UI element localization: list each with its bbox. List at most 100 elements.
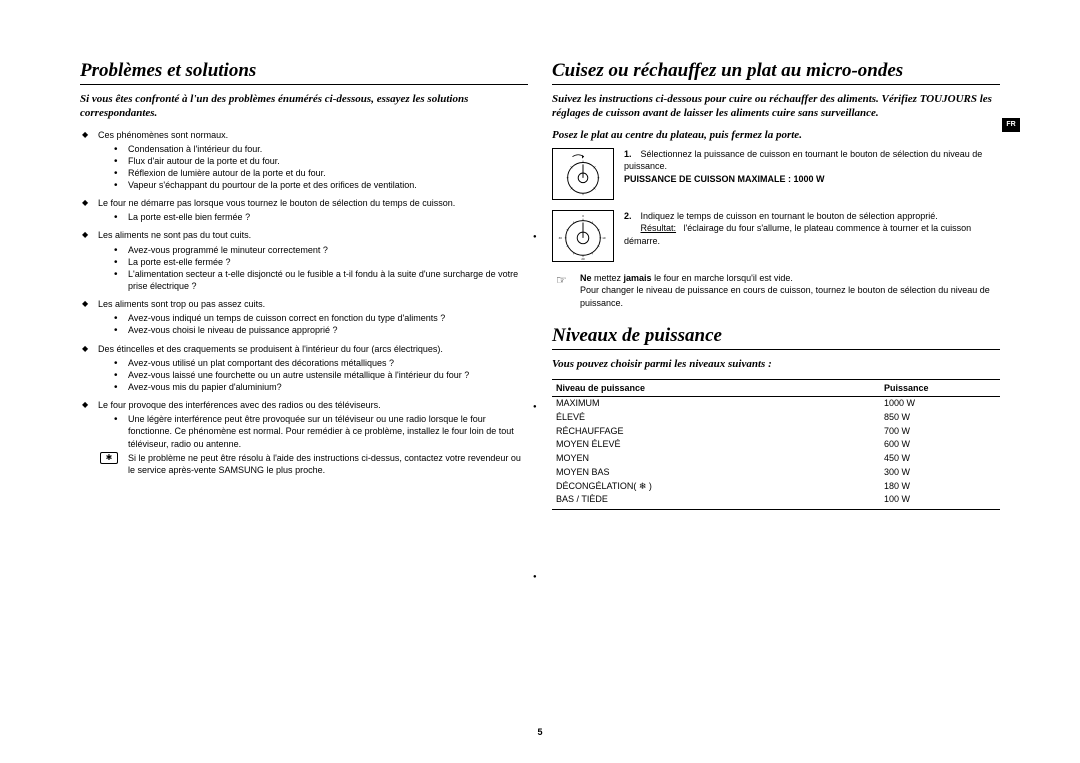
left-intro: Si vous êtes confronté à l'un des problè… — [80, 93, 528, 121]
power-col-2: Puissance — [880, 380, 1000, 397]
warning-text: Ne mettez jamais le four en marche lorsq… — [580, 272, 1000, 308]
power-level-wattage: 180 W — [880, 480, 1000, 494]
power-level-wattage: 100 W — [880, 493, 1000, 509]
problem-subitem: Avez-vous indiqué un temps de cuisson co… — [112, 312, 528, 324]
step-2: 0 10 20 30 2. Indiquez le temps de cuiss… — [552, 210, 1000, 262]
problem-title: Les aliments ne sont pas du tout cuits. — [98, 230, 251, 240]
problem-subitem: Avez-vous mis du papier d'aluminium? — [112, 381, 528, 393]
problem-subitem: La porte est-elle bien fermée ? — [112, 211, 528, 223]
power-level-wattage: 1000 W — [880, 397, 1000, 411]
right-heading-2: Niveaux de puissance — [552, 325, 1000, 350]
svg-text:0: 0 — [582, 214, 584, 218]
power-level-wattage: 850 W — [880, 411, 1000, 425]
power-level-name: BAS / TIÈDE — [552, 493, 880, 509]
language-tab: FR — [1002, 118, 1020, 132]
problem-note: ✱Si le problème ne peut être résolu à l'… — [98, 452, 528, 476]
problem-subitem: Avez-vous laissé une fourchette ou un au… — [112, 369, 528, 381]
problem-sublist: Avez-vous indiqué un temps de cuisson co… — [98, 312, 528, 336]
svg-text:10: 10 — [602, 236, 606, 240]
problem-title: Le four ne démarre pas lorsque vous tour… — [98, 198, 455, 208]
problem-subitem: Flux d'air autour de la porte et du four… — [112, 155, 528, 167]
problem-subitem: Vapeur s'échappant du pourtour de la por… — [112, 179, 528, 191]
table-row: BAS / TIÈDE100 W — [552, 493, 1000, 509]
power-col-1: Niveau de puissance — [552, 380, 880, 397]
power-level-name: MOYEN BAS — [552, 466, 880, 480]
step-2-num: 2. — [624, 210, 638, 222]
step-1-bold: PUISSANCE DE CUISSON MAXIMALE : 1000 W — [624, 174, 825, 184]
right-column: Cuisez ou réchauffez un plat au micro-on… — [552, 60, 1000, 510]
problem-subitem: Avez-vous programmé le minuteur correcte… — [112, 244, 528, 256]
problem-sublist: Une légère interférence peut être provoq… — [98, 413, 528, 449]
power-level-name: RÉCHAUFFAGE — [552, 425, 880, 439]
power-level-name: MOYEN ÉLEVÉ — [552, 438, 880, 452]
power-table: Niveau de puissance Puissance MAXIMUM100… — [552, 379, 1000, 510]
table-row: ÉLEVÉ850 W — [552, 411, 1000, 425]
problem-item: Des étincelles et des craquements se pro… — [80, 343, 528, 394]
warn-bold-1: Ne — [580, 273, 592, 283]
right-heading-1: Cuisez ou réchauffez un plat au micro-on… — [552, 60, 1000, 85]
problem-sublist: Avez-vous programmé le minuteur correcte… — [98, 244, 528, 293]
table-row: DÉCONGÉLATION( ❄ )180 W — [552, 480, 1000, 494]
problem-subitem: Une légère interférence peut être provoq… — [112, 413, 528, 449]
problem-sublist: Avez-vous utilisé un plat comportant des… — [98, 357, 528, 393]
problem-sublist: Condensation à l'intérieur du four.Flux … — [98, 143, 528, 192]
table-row: MOYEN ÉLEVÉ600 W — [552, 438, 1000, 452]
warn-line-2: Pour changer le niveau de puissance en c… — [580, 285, 990, 307]
problem-subitem: Condensation à l'intérieur du four. — [112, 143, 528, 155]
note-icon: ✱ — [100, 452, 118, 464]
problems-list: Ces phénomènes sont normaux. Condensation… — [80, 129, 528, 477]
problem-title: Le four provoque des interférences avec … — [98, 400, 381, 410]
page-body: Problèmes et solutions Si vous êtes conf… — [80, 60, 1000, 510]
power-level-wattage: 700 W — [880, 425, 1000, 439]
step-1-num: 1. — [624, 148, 638, 160]
problem-subitem: Avez-vous choisi le niveau de puissance … — [112, 324, 528, 336]
svg-text:20: 20 — [581, 257, 585, 261]
problem-sublist: La porte est-elle bien fermée ? — [98, 211, 528, 223]
pointing-hand-icon: ☞ — [552, 272, 570, 308]
right-sub-1: Posez le plat au centre du plateau, puis… — [552, 129, 1000, 143]
problem-title: Des étincelles et des craquements se pro… — [98, 344, 443, 354]
problem-item: Le four provoque des interférences avec … — [80, 399, 528, 476]
power-level-wattage: 600 W — [880, 438, 1000, 452]
table-row: MAXIMUM1000 W — [552, 397, 1000, 411]
power-level-name: DÉCONGÉLATION( ❄ ) — [552, 480, 880, 494]
problem-title: Les aliments sont trop ou pas assez cuit… — [98, 299, 265, 309]
left-heading: Problèmes et solutions — [80, 60, 528, 85]
power-level-wattage: 300 W — [880, 466, 1000, 480]
problem-item: Le four ne démarre pas lorsque vous tour… — [80, 197, 528, 223]
power-levels-section: Niveaux de puissance Vous pouvez choisir… — [552, 325, 1000, 510]
problem-subitem: Avez-vous utilisé un plat comportant des… — [112, 357, 528, 369]
problem-subitem: L'alimentation secteur a t-elle disjonct… — [112, 268, 528, 292]
step-2-result-label: Résultat: — [641, 223, 677, 233]
warn-txt-1: mettez — [592, 273, 624, 283]
dial-illustration-2: 0 10 20 30 — [552, 210, 614, 262]
dial-illustration-1 — [552, 148, 614, 200]
problem-title: Ces phénomènes sont normaux. — [98, 130, 228, 140]
crop-mark — [533, 230, 539, 240]
step-1: 1. Sélectionnez la puissance de cuisson … — [552, 148, 1000, 200]
warn-bold-2: jamais — [624, 273, 652, 283]
problem-item: Les aliments sont trop ou pas assez cuit… — [80, 298, 528, 336]
power-level-name: ÉLEVÉ — [552, 411, 880, 425]
svg-text:30: 30 — [559, 236, 563, 240]
problem-item: Ces phénomènes sont normaux. Condensation… — [80, 129, 528, 192]
crop-mark — [533, 570, 539, 580]
step-1-text: 1. Sélectionnez la puissance de cuisson … — [624, 148, 1000, 184]
right-intro-1: Suivez les instructions ci-dessous pour … — [552, 93, 1000, 121]
left-column: Problèmes et solutions Si vous êtes conf… — [80, 60, 528, 510]
crop-mark — [533, 400, 539, 410]
problem-subitem: Réflexion de lumière autour de la porte … — [112, 167, 528, 179]
right-intro-2: Vous pouvez choisir parmi les niveaux su… — [552, 358, 1000, 372]
problem-item: Les aliments ne sont pas du tout cuits. A… — [80, 229, 528, 292]
step-1-body: Sélectionnez la puissance de cuisson en … — [624, 149, 982, 171]
power-level-wattage: 450 W — [880, 452, 1000, 466]
page-number: 5 — [0, 727, 1080, 737]
warning-note: ☞ Ne mettez jamais le four en marche lor… — [552, 272, 1000, 308]
step-2-text: 2. Indiquez le temps de cuisson en tourn… — [624, 210, 1000, 246]
power-level-name: MOYEN — [552, 452, 880, 466]
table-row: RÉCHAUFFAGE700 W — [552, 425, 1000, 439]
warn-txt-2: le four en marche lorsqu'il est vide. — [652, 273, 793, 283]
power-level-name: MAXIMUM — [552, 397, 880, 411]
step-2-result-text: l'éclairage du four s'allume, le plateau… — [624, 223, 971, 245]
problem-subitem: La porte est-elle fermée ? — [112, 256, 528, 268]
